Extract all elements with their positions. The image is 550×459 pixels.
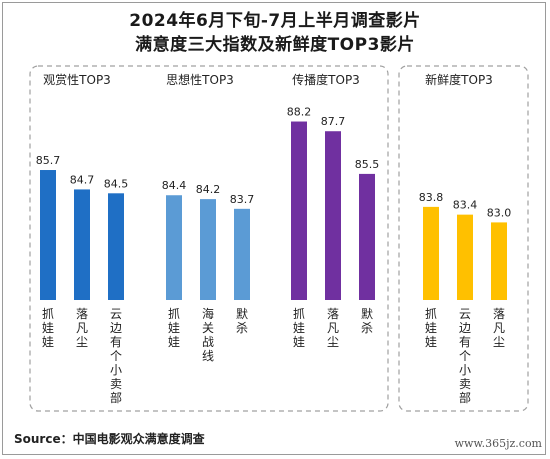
bar-4-3 (491, 222, 507, 300)
chart-title-line1: 2024年6月下旬-7月上半月调查影片 (129, 11, 421, 31)
bar-1-1 (40, 170, 56, 300)
category-label-1-3: 云边有个小卖部 (110, 307, 122, 405)
category-label-3-3: 默杀 (361, 306, 373, 335)
group-title-1: 观赏性TOP3 (43, 73, 111, 87)
bar-2-1 (166, 195, 182, 300)
chart-frame (2, 2, 546, 455)
category-label-4-1: 抓娃娃 (425, 307, 437, 349)
data-label-2-1: 84.4 (162, 179, 187, 192)
data-label-3-2: 87.7 (321, 115, 346, 128)
data-label-3-3: 85.5 (355, 158, 380, 171)
data-label-2-3: 83.7 (230, 193, 255, 206)
group-box-1 (29, 65, 389, 412)
bar-4-2 (457, 214, 473, 300)
bar-2-3 (234, 208, 250, 300)
data-label-1-2: 84.7 (70, 173, 95, 186)
group-title-2: 思想性TOP3 (166, 72, 234, 87)
category-label-3-2: 落凡尘 (327, 307, 339, 349)
category-label-1-2: 落凡尘 (76, 307, 88, 349)
category-label-2-1: 抓娃娃 (168, 307, 180, 349)
bar-2-2 (200, 199, 216, 300)
group-title-4: 新鲜度TOP3 (425, 72, 493, 87)
data-label-4-1: 83.8 (419, 191, 444, 204)
bar-3-1 (291, 121, 307, 301)
source-note: Source：中国电影观众满意度调查 (14, 432, 205, 446)
data-label-2-2: 84.2 (196, 183, 221, 196)
category-label-4-3: 落凡尘 (493, 307, 505, 349)
category-label-2-3: 默杀 (236, 306, 248, 335)
data-label-3-1: 88.2 (287, 106, 312, 119)
group-box-2 (398, 65, 529, 412)
group-title-3: 传播度TOP3 (292, 72, 360, 87)
data-label-1-1: 85.7 (36, 154, 61, 167)
category-label-4-2: 云边有个小卖部 (459, 307, 471, 405)
bar-1-2 (74, 189, 90, 300)
bar-3-2 (325, 131, 341, 300)
data-label-1-3: 84.5 (104, 177, 129, 190)
chart-title-line2: 满意度三大指数及新鲜度TOP3影片 (135, 35, 415, 55)
category-label-1-1: 抓娃娃 (42, 307, 54, 349)
data-label-4-3: 83.0 (487, 206, 512, 219)
watermark: www.365jz.com (454, 437, 542, 450)
bar-3-3 (359, 173, 375, 300)
bar-4-1 (423, 206, 439, 300)
category-label-2-2: 海关战线 (202, 306, 214, 363)
data-label-4-2: 83.4 (453, 199, 478, 212)
category-label-3-1: 抓娃娃 (293, 307, 305, 349)
bar-1-3 (108, 193, 124, 300)
